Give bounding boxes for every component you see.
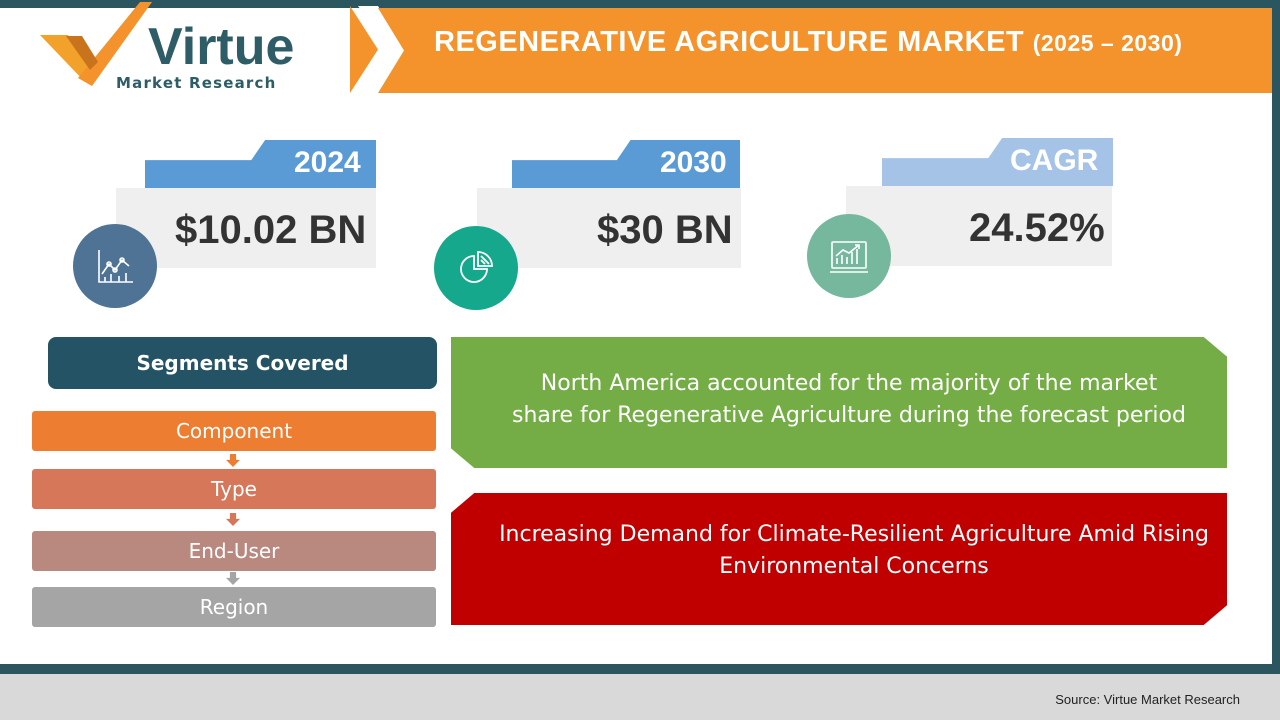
segment-type: Type (32, 469, 436, 509)
bottom-frame-bar (0, 664, 1280, 674)
stat-label-2024: 2024 (294, 146, 361, 179)
logo-tagline: Market Research (116, 74, 277, 92)
segment-component: Component (32, 411, 436, 451)
stat-label-2030: 2030 (660, 146, 727, 179)
driver-highlight-banner: Increasing Demand for Climate-Resilient … (451, 493, 1227, 625)
segment-arrow-icon (226, 454, 240, 467)
segment-arrow-icon (226, 513, 240, 526)
title-main: REGENERATIVE AGRICULTURE MARKET (434, 26, 1025, 58)
virtue-logo: Virtue Market Research (40, 2, 294, 92)
segment-arrow-icon (226, 572, 240, 585)
stat-value-cagr: 24.52% (969, 206, 1105, 250)
pie-chart-icon (434, 226, 518, 310)
region-highlight-line-1: North America accounted for the majority… (540, 371, 1158, 396)
stat-value-2030: $30 BN (597, 208, 733, 252)
right-frame-bar (1272, 0, 1280, 672)
driver-highlight-line-2: Environmental Concerns (719, 554, 989, 579)
top-frame-bar (0, 0, 1280, 8)
segment-region: Region (32, 587, 436, 627)
growth-chart-icon (807, 214, 891, 298)
driver-highlight-line-1: Increasing Demand for Climate-Resilient … (499, 522, 1209, 547)
title-chevron (350, 6, 406, 93)
stat-value-2024: $10.02 BN (175, 208, 367, 252)
title-banner (378, 8, 1272, 93)
page-title: REGENERATIVE AGRICULTURE MARKET (2025 – … (434, 26, 1182, 59)
footer: Source: Virtue Market Research (0, 674, 1280, 720)
stat-label-cagr: CAGR (1010, 144, 1099, 177)
stat-value-box-2024 (116, 188, 376, 268)
segments-header: Segments Covered (48, 337, 437, 389)
stat-value-box-2030 (477, 188, 741, 268)
segment-end-user: End-User (32, 531, 436, 571)
source-text: Source: Virtue Market Research (1055, 692, 1240, 707)
logo-brand: Virtue (148, 18, 294, 76)
region-highlight-line-2: share for Regenerative Agriculture durin… (512, 403, 1186, 428)
line-chart-icon (73, 224, 157, 308)
title-years: (2025 – 2030) (1032, 30, 1183, 56)
region-highlight-banner: North America accounted for the majority… (451, 337, 1227, 468)
